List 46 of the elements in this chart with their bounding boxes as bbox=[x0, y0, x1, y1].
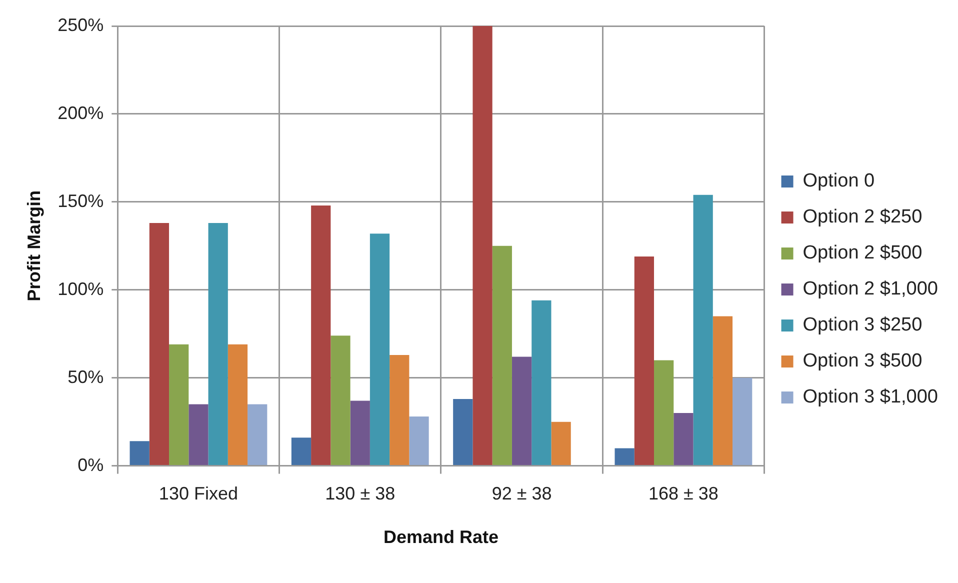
y-tick-label: 0% bbox=[78, 454, 104, 475]
y-tick-label: 100% bbox=[58, 278, 104, 299]
x-tick-label: 130 ± 38 bbox=[325, 484, 396, 504]
x-tick-label: 130 Fixed bbox=[158, 484, 238, 504]
x-tick-label: 168 ± 38 bbox=[648, 484, 718, 504]
bar bbox=[614, 448, 634, 466]
legend-label: Option 2 $1,000 bbox=[802, 278, 938, 300]
bar bbox=[472, 26, 492, 466]
bar bbox=[311, 205, 331, 466]
legend-label: Option 0 bbox=[802, 170, 875, 192]
bar bbox=[291, 438, 312, 466]
y-tick-label: 250% bbox=[58, 14, 104, 35]
x-axis-title: Demand Rate bbox=[383, 527, 498, 548]
y-tick-label: 150% bbox=[58, 190, 104, 211]
bar bbox=[453, 398, 473, 466]
bar bbox=[409, 416, 429, 466]
bar bbox=[130, 441, 150, 466]
bar bbox=[674, 413, 694, 466]
legend-label: Option 3 $250 bbox=[802, 314, 922, 336]
y-tick-label: 50% bbox=[68, 366, 104, 387]
bar bbox=[248, 404, 268, 466]
bar bbox=[390, 354, 410, 466]
y-tick-label: 200% bbox=[58, 102, 104, 123]
legend-label: Option 3 $500 bbox=[802, 350, 922, 372]
bar bbox=[492, 246, 512, 466]
bar bbox=[350, 400, 370, 466]
bar bbox=[532, 300, 552, 466]
legend-label: Option 2 $250 bbox=[802, 206, 922, 228]
bar bbox=[330, 336, 350, 466]
bar bbox=[169, 344, 189, 466]
bar bbox=[693, 194, 713, 466]
legend-label: Option 3 $1,000 bbox=[802, 386, 938, 408]
bar bbox=[149, 223, 170, 466]
bar bbox=[551, 422, 571, 466]
bar bbox=[228, 344, 248, 466]
bar bbox=[634, 256, 654, 466]
bar bbox=[654, 360, 674, 466]
bar bbox=[208, 223, 228, 466]
y-axis-title: Profit Margin bbox=[24, 190, 44, 302]
bar bbox=[188, 404, 208, 466]
bar bbox=[732, 378, 752, 466]
bar bbox=[712, 316, 733, 466]
legend-label: Option 2 $500 bbox=[802, 242, 922, 264]
x-tick-label: 92 ± 38 bbox=[492, 484, 552, 504]
bar bbox=[512, 356, 532, 466]
bar bbox=[370, 234, 390, 466]
